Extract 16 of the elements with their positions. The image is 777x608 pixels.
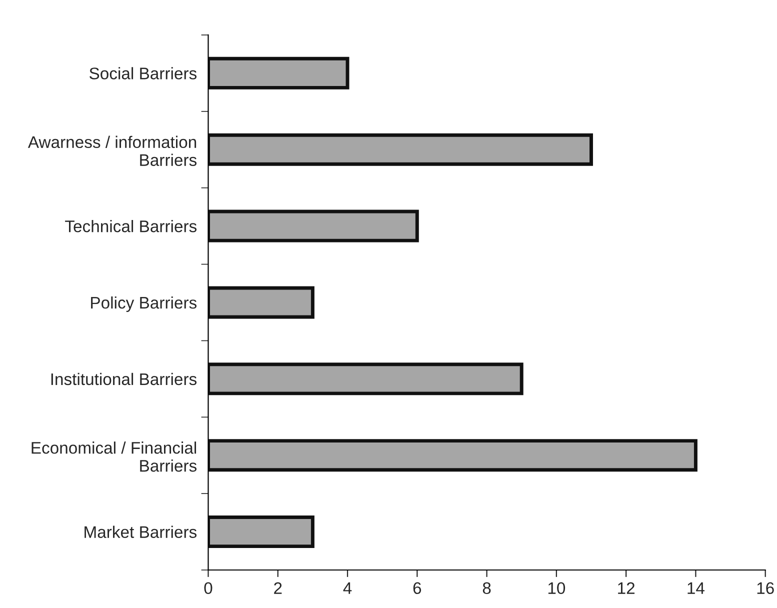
x-tick-label: 0	[204, 582, 212, 594]
y-tick-label: Economical / Financial Barriers	[32, 442, 197, 472]
x-tick-label: 10	[548, 582, 566, 594]
x-tick-label: 6	[413, 582, 422, 594]
y-tick-label: Institutional Barriers	[51, 372, 197, 386]
x-tick-label: 8	[482, 582, 491, 594]
y-tick-label: Technical Barriers	[65, 220, 197, 232]
y-tick-label: Policy Barriers	[91, 296, 197, 312]
y-tick-label: Social Barriers	[90, 67, 197, 80]
x-tick-label: 2	[274, 582, 282, 594]
y-tick-label: Awarness / information Barriers	[28, 136, 197, 166]
x-tick-label: 14	[688, 582, 704, 594]
x-tick-label: 12	[618, 582, 634, 594]
x-tick-label: 16	[757, 582, 774, 594]
x-tick-label: 4	[343, 582, 352, 594]
y-tick-label: Market Barriers	[84, 526, 197, 538]
